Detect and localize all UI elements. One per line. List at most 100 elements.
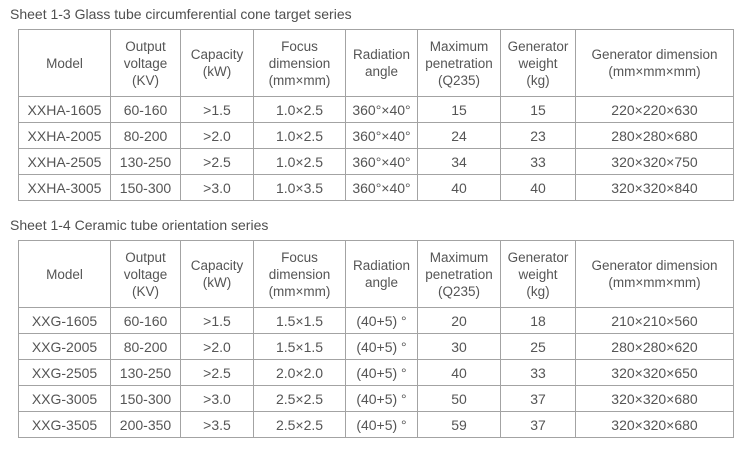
table-cell: 320×320×680 — [575, 385, 734, 412]
column-header: Model — [18, 29, 111, 97]
table-cell: 1.0×2.5 — [253, 96, 346, 123]
table-cell: 280×280×680 — [575, 122, 734, 149]
column-header: Radiation angle — [345, 240, 418, 308]
table-header-row: Model Output voltage (KV) Capacity (kW) Foc… — [18, 240, 734, 308]
table-cell: 18 — [500, 307, 576, 334]
table-cell: 80-200 — [110, 122, 181, 149]
table-cell: 1.5×1.5 — [253, 333, 346, 360]
table-cell: 25 — [500, 333, 576, 360]
table-cell: 210×210×560 — [575, 307, 734, 334]
table-cell: 150-300 — [110, 385, 181, 412]
table-cell: 2.5×2.5 — [253, 385, 346, 412]
table-cell: >3.0 — [180, 174, 254, 201]
table-cell: 150-300 — [110, 174, 181, 201]
table-cell: 30 — [417, 333, 501, 360]
table-cell: 33 — [500, 359, 576, 386]
table-cell: 15 — [417, 96, 501, 123]
column-header: Model — [18, 240, 111, 308]
table-cell: 320×320×680 — [575, 411, 734, 438]
column-header: Radiation angle — [345, 29, 418, 97]
table-cell: 1.5×1.5 — [253, 307, 346, 334]
column-header: Generator dimension (mm×mm×mm) — [575, 29, 734, 97]
table-row: XXHA-1605 60-160 >1.5 1.0×2.5 360°×40° 15 15 22… — [18, 96, 734, 123]
column-header: Maximum penetration (Q235) — [417, 240, 501, 308]
table-cell: XXHA-1605 — [18, 96, 111, 123]
table-cell: 40 — [500, 174, 576, 201]
table-cell: >3.5 — [180, 411, 254, 438]
table-cell: 280×280×620 — [575, 333, 734, 360]
column-header: Focus dimension (mm×mm) — [253, 240, 346, 308]
table-cell: 37 — [500, 385, 576, 412]
table-cell: 320×320×750 — [575, 148, 734, 175]
table-cell: 60-160 — [110, 307, 181, 334]
table-cell: 15 — [500, 96, 576, 123]
table-cell: (40+5) ° — [345, 385, 418, 412]
table-title-sheet-1-4: Sheet 1-4 Ceramic tube orientation serie… — [10, 217, 269, 233]
table-cell: 360°×40° — [345, 122, 418, 149]
table-cell: 2.5×2.5 — [253, 411, 346, 438]
table-cell: >2.5 — [180, 359, 254, 386]
table-cell: >2.5 — [180, 148, 254, 175]
column-header: Generator dimension (mm×mm×mm) — [575, 240, 734, 308]
table-cell: (40+5) ° — [345, 333, 418, 360]
table-cell: XXG-3005 — [18, 385, 111, 412]
column-header: Maximum penetration (Q235) — [417, 29, 501, 97]
table-cell: >3.0 — [180, 385, 254, 412]
table-cell: 320×320×650 — [575, 359, 734, 386]
table-row: XXHA-2005 80-200 >2.0 1.0×2.5 360°×40° 24 23 28… — [18, 122, 734, 149]
table-cell: XXHA-2505 — [18, 148, 111, 175]
table-row: XXHA-2505 130-250 >2.5 1.0×2.5 360°×40° 34 33 3… — [18, 148, 734, 175]
table-title-sheet-1-3: Sheet 1-3 Glass tube circumferential con… — [10, 6, 352, 22]
table-cell: 130-250 — [110, 148, 181, 175]
table-body: XXG-1605 60-160 >1.5 1.5×1.5 (40+5) ° 20 18 210… — [18, 307, 734, 438]
table-cell: 1.0×3.5 — [253, 174, 346, 201]
table-header-row: Model Output voltage (KV) Capacity (kW) Foc… — [18, 29, 734, 97]
column-header: Capacity (kW) — [180, 29, 254, 97]
table-cell: 360°×40° — [345, 148, 418, 175]
table-row: XXHA-3005 150-300 >3.0 1.0×3.5 360°×40° 40 40 3… — [18, 174, 734, 201]
table-cell: 60-160 — [110, 96, 181, 123]
table-cell: XXHA-3005 — [18, 174, 111, 201]
table-row: XXG-1605 60-160 >1.5 1.5×1.5 (40+5) ° 20 18 210… — [18, 307, 734, 334]
table-row: XXG-3005 150-300 >3.0 2.5×2.5 (40+5) ° 50 37 32… — [18, 385, 734, 412]
table-cell: XXG-1605 — [18, 307, 111, 334]
column-header: Output voltage (KV) — [110, 240, 181, 308]
column-header: Capacity (kW) — [180, 240, 254, 308]
table-cell: >2.0 — [180, 122, 254, 149]
table-cell: >2.0 — [180, 333, 254, 360]
table-cell: 2.0×2.0 — [253, 359, 346, 386]
table-cell: XXHA-2005 — [18, 122, 111, 149]
table-cell: 360°×40° — [345, 174, 418, 201]
table-cell: (40+5) ° — [345, 307, 418, 334]
table-cell: (40+5) ° — [345, 359, 418, 386]
table-cell: 50 — [417, 385, 501, 412]
table-cell: 20 — [417, 307, 501, 334]
table-cell: 40 — [417, 359, 501, 386]
table-cell: (40+5) ° — [345, 411, 418, 438]
table-cell: XXG-3505 — [18, 411, 111, 438]
glass-tube-spec-table: Model Output voltage (KV) Capacity (kW) Foc… — [18, 29, 734, 201]
table-cell: 220×220×630 — [575, 96, 734, 123]
table-cell: 37 — [500, 411, 576, 438]
table-cell: XXG-2005 — [18, 333, 111, 360]
table-cell: 130-250 — [110, 359, 181, 386]
table-cell: >1.5 — [180, 307, 254, 334]
table-cell: 360°×40° — [345, 96, 418, 123]
table-cell: 200-350 — [110, 411, 181, 438]
table-cell: 34 — [417, 148, 501, 175]
table-cell: 320×320×840 — [575, 174, 734, 201]
table-body: XXHA-1605 60-160 >1.5 1.0×2.5 360°×40° 15 15 22… — [18, 96, 734, 201]
column-header: Generator weight (kg) — [500, 240, 576, 308]
table-cell: 23 — [500, 122, 576, 149]
ceramic-tube-spec-table: Model Output voltage (KV) Capacity (kW) Foc… — [18, 240, 734, 438]
table-cell: >1.5 — [180, 96, 254, 123]
table-cell: XXG-2505 — [18, 359, 111, 386]
table-cell: 80-200 — [110, 333, 181, 360]
table-cell: 40 — [417, 174, 501, 201]
table-cell: 24 — [417, 122, 501, 149]
table-row: XXG-2005 80-200 >2.0 1.5×1.5 (40+5) ° 30 25 280… — [18, 333, 734, 360]
table-row: XXG-2505 130-250 >2.5 2.0×2.0 (40+5) ° 40 33 32… — [18, 359, 734, 386]
table-cell: 33 — [500, 148, 576, 175]
column-header: Output voltage (KV) — [110, 29, 181, 97]
